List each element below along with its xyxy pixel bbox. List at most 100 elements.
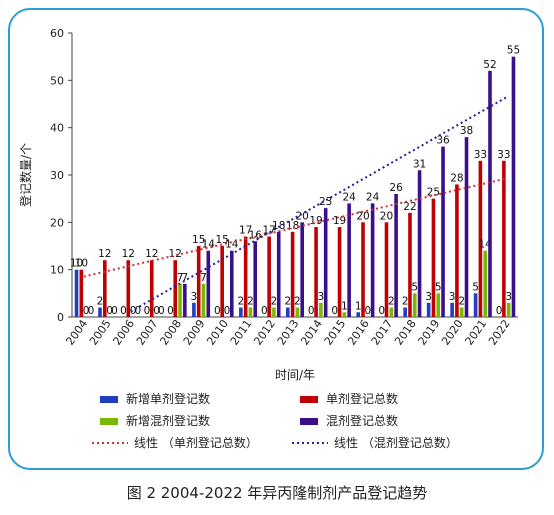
data-label: 12 — [169, 248, 182, 260]
legend-swatch — [100, 418, 118, 425]
x-tick-label: 2010 — [204, 317, 231, 347]
bar — [361, 222, 365, 317]
figure-caption: 图 2 2004-2022 年异丙隆制剂产品登记趋势 — [126, 484, 428, 502]
legend-label: 线性 （单剂登记总数） — [134, 435, 258, 450]
x-tick-label: 2008 — [157, 317, 184, 347]
bar — [183, 283, 187, 317]
data-label: 16 — [249, 229, 263, 241]
data-label: 38 — [460, 125, 473, 137]
x-tick-label: 2006 — [110, 317, 137, 347]
bar — [356, 312, 361, 317]
data-label: 0 — [496, 305, 503, 317]
data-label: 2 — [402, 296, 409, 308]
data-label: 36 — [436, 135, 450, 147]
bar — [276, 231, 281, 317]
bar — [347, 203, 351, 317]
data-label: 23 — [319, 196, 332, 208]
bar — [253, 241, 258, 317]
x-tick-label: 2009 — [181, 317, 208, 347]
data-label: 55 — [507, 45, 520, 57]
data-label: 24 — [366, 191, 380, 203]
data-label: 3 — [318, 291, 325, 303]
x-tick-label: 2021 — [463, 317, 490, 347]
bar — [173, 260, 178, 317]
data-label: 26 — [389, 182, 403, 194]
x-axis-label: 时间/年 — [275, 368, 315, 382]
data-label: 0 — [214, 305, 221, 317]
data-label: 0 — [135, 305, 142, 317]
bar — [239, 307, 243, 317]
bar — [511, 56, 516, 318]
bar — [323, 208, 328, 317]
data-label: 15 — [192, 234, 205, 246]
data-label: 0 — [378, 305, 385, 317]
legend-label: 新增单剂登记数 — [126, 391, 210, 406]
bar — [506, 302, 511, 317]
data-label: 14 — [202, 239, 216, 251]
x-tick-label: 2016 — [345, 317, 372, 347]
bar — [267, 236, 271, 317]
data-label: 2 — [284, 296, 291, 308]
data-label: 7 — [200, 272, 207, 284]
data-label: 14 — [225, 239, 239, 251]
bar — [488, 70, 492, 317]
data-label: 0 — [144, 305, 151, 317]
data-label: 12 — [145, 248, 158, 260]
bar — [286, 307, 290, 317]
data-label: 2 — [97, 296, 104, 308]
x-tick-label: 2020 — [439, 317, 466, 347]
y-axis-label: 登记数量/个 — [18, 143, 33, 207]
data-label: 0 — [83, 305, 90, 317]
x-tick-label: 2018 — [392, 317, 419, 347]
data-label: 0 — [120, 305, 127, 317]
bar — [103, 260, 107, 317]
data-label: 0 — [130, 305, 137, 317]
bar — [206, 250, 211, 317]
data-label: 0 — [111, 305, 118, 317]
data-label: 3 — [425, 291, 432, 303]
chart-frame — [8, 8, 544, 470]
bar — [337, 227, 342, 317]
x-tick-label: 2007 — [134, 317, 161, 347]
bar — [220, 246, 224, 317]
data-label: 3 — [505, 291, 512, 303]
data-label: 22 — [403, 201, 416, 213]
data-label: 28 — [450, 172, 463, 184]
data-label: 2 — [238, 296, 245, 308]
data-label: 52 — [483, 59, 496, 71]
data-label: 0 — [308, 305, 315, 317]
bar — [502, 160, 506, 317]
data-label: 7 — [177, 272, 184, 284]
data-label: 7 — [181, 272, 188, 284]
bar — [464, 137, 469, 317]
data-label: 19 — [333, 215, 346, 227]
x-tick-label: 2005 — [87, 317, 114, 347]
bar — [384, 222, 389, 317]
bar — [473, 293, 478, 317]
data-label: 25 — [427, 187, 440, 199]
data-label: 5 — [472, 281, 479, 293]
data-label: 0 — [364, 305, 371, 317]
trendline-mixture — [130, 96, 507, 313]
data-label: 1 — [355, 300, 362, 312]
legend-label: 单剂登记总数 — [326, 391, 398, 406]
bar — [408, 212, 412, 317]
bar — [417, 170, 422, 317]
x-tick-label: 2004 — [63, 317, 90, 347]
bar — [314, 227, 318, 317]
bar — [478, 160, 483, 317]
bar — [126, 260, 131, 317]
x-tick-label: 2019 — [416, 317, 443, 347]
bar — [178, 283, 182, 317]
trendline-single — [83, 177, 507, 278]
bar — [403, 307, 407, 317]
bar — [450, 302, 454, 317]
y-tick-label: 50 — [50, 74, 64, 87]
bar — [98, 307, 102, 317]
data-label: 12 — [98, 248, 111, 260]
data-label: 10 — [70, 258, 83, 270]
data-label: 3 — [449, 291, 456, 303]
x-tick-label: 2014 — [298, 317, 325, 347]
data-label: 20 — [356, 210, 369, 222]
data-label: 2 — [271, 296, 278, 308]
